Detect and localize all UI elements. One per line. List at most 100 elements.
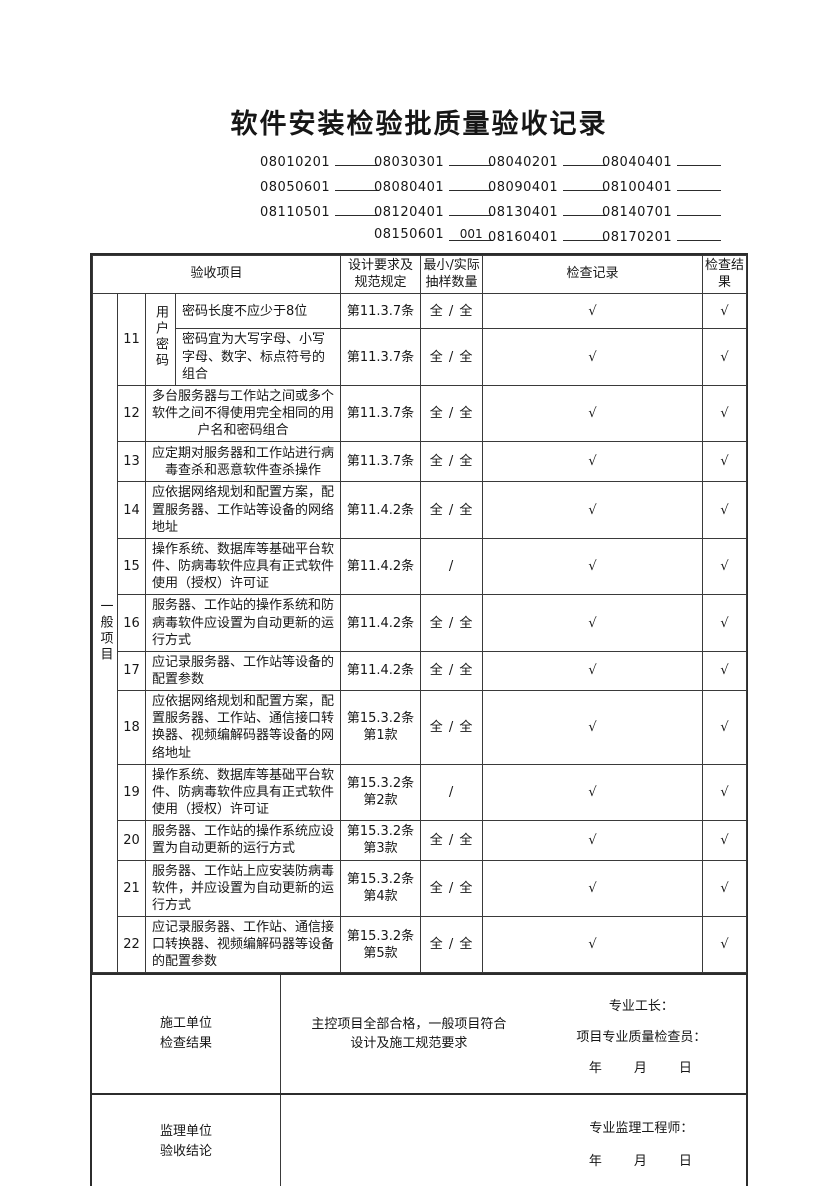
row-number: 18 bbox=[117, 690, 146, 765]
supervision-conclusion-space bbox=[281, 1095, 537, 1186]
code-blank-line bbox=[335, 177, 380, 191]
row-number: 14 bbox=[117, 481, 146, 539]
code-blank-line bbox=[563, 202, 608, 216]
code-blank-line bbox=[335, 202, 380, 216]
row-number: 15 bbox=[117, 537, 146, 596]
item-text: 应记录服务器、工作站、通信接口转换器、视频编解码器等设备的配置参数 bbox=[144, 915, 342, 974]
acceptance-table: 验收项目 设计要求及规范规定 最小/实际抽样数量 检查记录 检查结果 一般项目 … bbox=[91, 254, 748, 974]
code-blank-line bbox=[677, 202, 722, 216]
sampling-value: 全 / 全 bbox=[420, 820, 484, 861]
code-blank-line bbox=[449, 152, 494, 166]
construction-unit-content: 主控项目全部合格，一般项目符合 设计及施工规范要求 专业工长： 项目专业质量检查… bbox=[281, 975, 746, 1093]
construction-date-line: 年 月 日 bbox=[588, 1060, 694, 1076]
item-text: 应依据网络规划和配置方案，配置服务器、工作站、通信接口转换器、视频编解码器等设备… bbox=[144, 690, 342, 765]
group-label-cell: 用户密码 bbox=[145, 293, 176, 386]
table-row: 15 操作系统、数据库等基础平台软件、防病毒软件应具有正式软件使用（授权）许可证… bbox=[93, 537, 748, 596]
table-header-row: 验收项目 设计要求及规范规定 最小/实际抽样数量 检查记录 检查结果 bbox=[91, 254, 748, 295]
record-checkmark: √ bbox=[482, 537, 704, 596]
row-number: 13 bbox=[117, 441, 146, 483]
spec-ref: 第11.3.7条 bbox=[340, 328, 422, 386]
spec-ref: 第15.3.2条第5款 bbox=[340, 915, 422, 974]
result-checkmark: √ bbox=[702, 441, 748, 483]
record-checkmark: √ bbox=[482, 441, 704, 483]
code-entry: 08030301 bbox=[374, 152, 494, 170]
header-sampling: 最小/实际抽样数量 bbox=[420, 254, 484, 295]
item-text: 操作系统、数据库等基础平台软件、防病毒软件应具有正式软件使用（授权）许可证 bbox=[144, 763, 342, 822]
item-text: 服务器、工作站上应安装防病毒软件，并应设置为自动更新的运行方式 bbox=[144, 859, 342, 918]
code-entry: 08170201 bbox=[602, 227, 722, 245]
page-title: 软件安装检验批质量验收记录 bbox=[230, 109, 608, 140]
sampling-value: 全 / 全 bbox=[420, 915, 484, 974]
header-design-spec: 设计要求及规范规定 bbox=[340, 254, 422, 295]
spec-ref: 第11.4.2条 bbox=[340, 594, 422, 652]
construction-unit-section: 施工单位 检查结果 主控项目全部合格，一般项目符合 设计及施工规范要求 专业工长… bbox=[92, 973, 746, 1094]
code-entry: 08150601 001 bbox=[374, 226, 494, 245]
spec-ref: 第11.3.7条 bbox=[340, 384, 422, 443]
spec-ref: 第15.3.2条第1款 bbox=[340, 690, 422, 765]
supervision-signature-block: 专业监理工程师： 年 月 日 bbox=[537, 1095, 746, 1186]
code-entry: 08120401 bbox=[374, 202, 494, 220]
code-blank-line bbox=[677, 227, 722, 241]
item-text: 应依据网络规划和配置方案，配置服务器、工作站等设备的网络地址 bbox=[144, 481, 342, 539]
result-checkmark: √ bbox=[702, 650, 748, 692]
code-number: 08130401 bbox=[488, 204, 559, 220]
table-row: 16 服务器、工作站的操作系统和防病毒软件应设置为自动更新的运行方式 第11.4… bbox=[93, 594, 748, 652]
code-number: 08040201 bbox=[488, 154, 559, 170]
supervision-engineer-signature-label: 专业监理工程师： bbox=[589, 1121, 694, 1137]
construction-label-line2: 检查结果 bbox=[159, 1036, 212, 1052]
code-list: 08010201 08030301 08040201 08040401 0805… bbox=[92, 152, 746, 245]
supervision-unit-label: 监理单位 验收结论 bbox=[92, 1095, 281, 1186]
supervision-label-line1: 监理单位 bbox=[159, 1123, 212, 1139]
code-filled-value: 001 bbox=[449, 227, 494, 241]
record-checkmark: √ bbox=[482, 293, 704, 330]
spec-ref: 第15.3.2条第2款 bbox=[340, 763, 422, 822]
sampling-value: / bbox=[420, 537, 484, 596]
code-entry: 08040401 bbox=[602, 152, 722, 170]
code-entry: 08010201 bbox=[260, 152, 380, 170]
item-text: 密码长度不应少于8位 bbox=[174, 293, 342, 330]
conclusion-line2: 设计及施工规范要求 bbox=[350, 1036, 468, 1052]
code-entry: 08140701 bbox=[602, 202, 722, 220]
foreman-signature-label: 专业工长： bbox=[608, 999, 674, 1015]
spec-ref: 第15.3.2条第3款 bbox=[340, 820, 422, 861]
record-checkmark: √ bbox=[482, 820, 704, 861]
code-number: 08150601 bbox=[374, 226, 445, 242]
code-entry: 08110501 bbox=[260, 202, 380, 220]
record-checkmark: √ bbox=[482, 690, 704, 765]
record-checkmark: √ bbox=[482, 481, 704, 539]
group-label: 用户密码 bbox=[153, 305, 168, 370]
code-number: 08010201 bbox=[260, 154, 331, 170]
row-number: 12 bbox=[117, 384, 146, 443]
section-label: 一般项目 bbox=[97, 598, 113, 663]
item-text: 操作系统、数据库等基础平台软件、防病毒软件应具有正式软件使用（授权）许可证 bbox=[144, 537, 342, 596]
sampling-value: 全 / 全 bbox=[420, 328, 484, 386]
table-row: 14 应依据网络规划和配置方案，配置服务器、工作站等设备的网络地址 第11.4.… bbox=[93, 481, 748, 539]
table-row: 21 服务器、工作站上应安装防病毒软件，并应设置为自动更新的运行方式 第15.3… bbox=[93, 859, 748, 918]
row-number: 11 bbox=[117, 293, 146, 386]
table-row: 一般项目 11 用户密码 密码长度不应少于8位 第11.3.7条 全 / 全 √… bbox=[92, 293, 748, 974]
code-number: 08160401 bbox=[488, 229, 559, 245]
code-blank-line bbox=[335, 152, 380, 166]
table-row: 18 应依据网络规划和配置方案，配置服务器、工作站、通信接口转换器、视频编解码器… bbox=[93, 690, 748, 765]
supervision-unit-section: 监理单位 验收结论 专业监理工程师： 年 月 日 bbox=[92, 1093, 746, 1186]
code-number: 08080401 bbox=[374, 179, 445, 195]
result-checkmark: √ bbox=[702, 594, 748, 652]
conclusion-line1: 主控项目全部合格，一般项目符合 bbox=[311, 1016, 507, 1032]
result-checkmark: √ bbox=[702, 293, 748, 330]
code-number: 08090401 bbox=[488, 179, 559, 195]
row-number: 22 bbox=[117, 915, 146, 974]
result-checkmark: √ bbox=[702, 537, 748, 596]
row-number: 21 bbox=[117, 859, 146, 918]
code-blank-line bbox=[563, 152, 608, 166]
row-number: 17 bbox=[117, 650, 146, 692]
acceptance-sheet: 验收项目 设计要求及规范规定 最小/实际抽样数量 检查记录 检查结果 一般项目 … bbox=[90, 252, 748, 1186]
table-row: 17 应记录服务器、工作站等设备的配置参数 第11.4.2条 全 / 全 √ √ bbox=[93, 650, 748, 692]
sampling-value: 全 / 全 bbox=[420, 384, 484, 443]
supervision-unit-content: 专业监理工程师： 年 月 日 bbox=[281, 1095, 746, 1186]
code-number: 08120401 bbox=[374, 204, 445, 220]
sampling-value: 全 / 全 bbox=[420, 690, 484, 765]
result-checkmark: √ bbox=[702, 820, 748, 861]
code-blank-line bbox=[677, 177, 722, 191]
inspection-conclusion: 主控项目全部合格，一般项目符合 设计及施工规范要求 bbox=[281, 975, 537, 1093]
